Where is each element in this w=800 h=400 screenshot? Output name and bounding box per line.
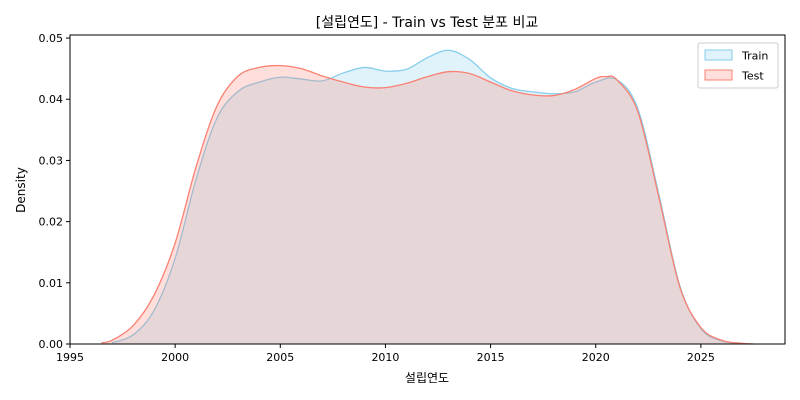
chart-title: [설립연도] - Train vs Test 분포 비교 [316,15,539,31]
plot-area [101,49,754,345]
legend-swatch-test [704,69,733,81]
x-axis-title: 설립연도 [405,371,449,385]
y-tick-label: 0.03 [39,154,64,167]
y-tick-label: 0.04 [39,93,64,106]
train-density-area [112,50,743,345]
x-tick-label: 2000 [161,351,189,364]
y-tick-label: 0.01 [39,277,64,290]
x-axis: 1995 2000 2005 2010 2015 2020 2025 [56,344,715,364]
x-tick-label: 2005 [266,351,294,364]
plot-frame [69,34,786,345]
x-tick-label: 2025 [687,351,715,364]
legend: Train Test [697,42,779,89]
x-tick-label: 2015 [477,351,505,364]
y-axis-title: Density [14,167,28,213]
legend-label-test: Test [741,70,764,83]
x-tick-label: 1995 [56,351,84,364]
legend-label-train: Train [741,50,768,63]
x-tick-label: 2020 [582,351,610,364]
x-tick-label: 2010 [371,351,399,364]
y-tick-label: 0.00 [39,338,64,351]
y-tick-label: 0.05 [39,32,64,45]
y-tick-label: 0.02 [39,216,64,229]
test-density-line [101,64,754,345]
test-density-area [101,65,754,344]
legend-swatch-train [704,49,733,61]
legend-frame [697,42,779,89]
train-density-line [111,49,744,345]
y-axis: 0.00 0.01 0.02 0.03 0.04 0.05 [39,32,70,351]
